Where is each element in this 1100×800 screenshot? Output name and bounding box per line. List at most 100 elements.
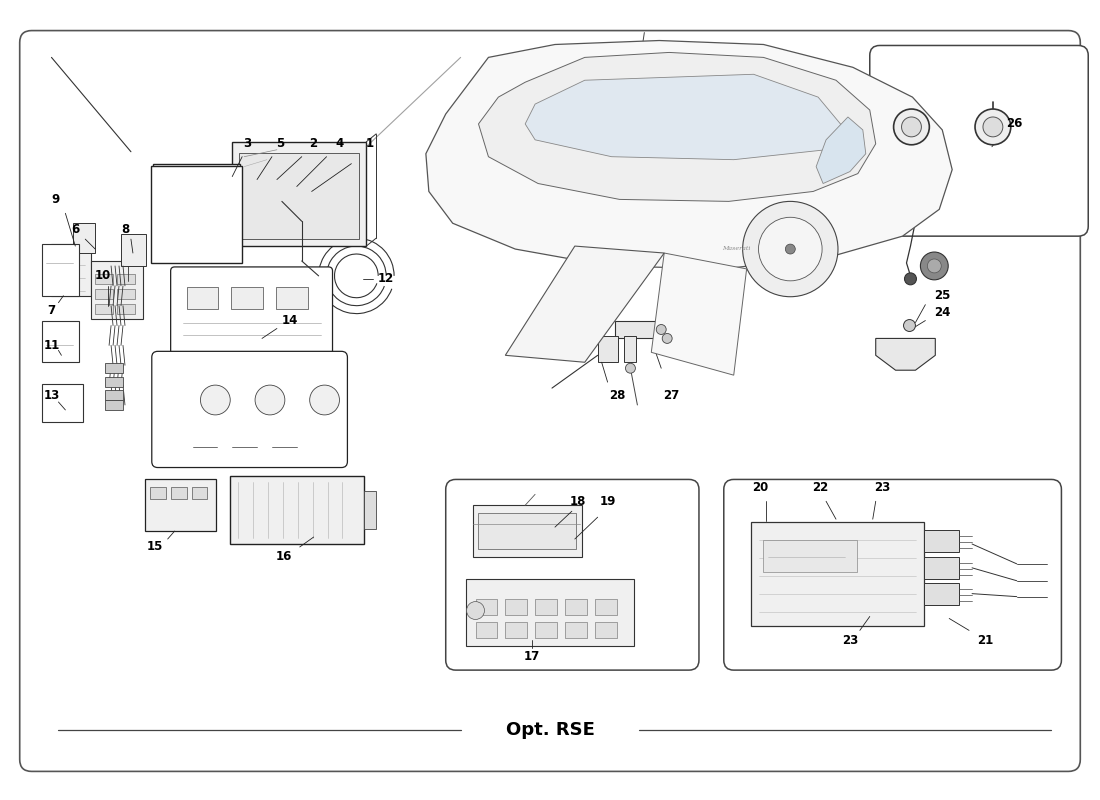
Bar bbox=[230, 477, 364, 544]
Text: 6: 6 bbox=[72, 222, 79, 236]
Bar bbox=[208, 179, 223, 202]
Text: 11: 11 bbox=[43, 339, 59, 352]
Text: 25: 25 bbox=[934, 290, 950, 302]
Bar bbox=[239, 153, 360, 239]
Bar bbox=[565, 598, 586, 614]
Circle shape bbox=[200, 385, 230, 415]
Polygon shape bbox=[505, 246, 664, 362]
Text: 14: 14 bbox=[282, 314, 298, 327]
Circle shape bbox=[893, 109, 930, 145]
Text: 12: 12 bbox=[378, 272, 394, 286]
Bar bbox=[625, 337, 637, 362]
Text: 4: 4 bbox=[336, 138, 343, 150]
Text: 7: 7 bbox=[47, 304, 55, 317]
Bar bbox=[196, 219, 223, 247]
Text: eurospares: eurospares bbox=[160, 440, 285, 460]
Circle shape bbox=[983, 117, 1003, 137]
Bar bbox=[595, 598, 616, 614]
Bar bbox=[465, 578, 635, 646]
Polygon shape bbox=[525, 74, 843, 160]
Text: Maserati: Maserati bbox=[723, 246, 751, 251]
Bar bbox=[164, 179, 179, 202]
Circle shape bbox=[657, 325, 667, 334]
Bar bbox=[96, 274, 113, 284]
Text: Opt. RSE: Opt. RSE bbox=[506, 721, 594, 738]
FancyBboxPatch shape bbox=[870, 46, 1088, 236]
Bar bbox=[535, 598, 557, 614]
Bar bbox=[762, 540, 857, 572]
Bar bbox=[595, 622, 616, 638]
Circle shape bbox=[785, 244, 795, 254]
Bar bbox=[153, 164, 240, 259]
Circle shape bbox=[255, 385, 285, 415]
Bar bbox=[505, 622, 527, 638]
Bar bbox=[615, 321, 676, 338]
Bar bbox=[151, 166, 242, 263]
Bar bbox=[150, 487, 166, 499]
Bar bbox=[276, 286, 308, 309]
Circle shape bbox=[902, 117, 922, 137]
Text: 24: 24 bbox=[934, 306, 950, 319]
FancyBboxPatch shape bbox=[20, 30, 1080, 771]
Circle shape bbox=[616, 99, 652, 135]
Bar bbox=[505, 598, 527, 614]
Text: 1: 1 bbox=[365, 138, 373, 150]
Bar bbox=[106, 377, 123, 387]
Text: 20: 20 bbox=[752, 481, 769, 494]
Text: 8: 8 bbox=[121, 222, 129, 236]
Bar bbox=[478, 514, 575, 549]
Bar bbox=[121, 234, 146, 266]
Text: 26: 26 bbox=[1006, 118, 1023, 130]
Circle shape bbox=[904, 273, 916, 285]
Bar bbox=[186, 224, 200, 244]
Circle shape bbox=[310, 385, 340, 415]
Bar bbox=[196, 177, 223, 204]
Bar bbox=[924, 582, 959, 605]
Bar bbox=[91, 261, 143, 318]
Circle shape bbox=[776, 102, 811, 138]
Circle shape bbox=[466, 602, 484, 619]
FancyBboxPatch shape bbox=[446, 479, 698, 670]
Polygon shape bbox=[478, 53, 876, 202]
Bar bbox=[750, 522, 924, 626]
Circle shape bbox=[921, 252, 948, 280]
Polygon shape bbox=[816, 117, 866, 183]
Bar bbox=[106, 400, 123, 410]
Bar bbox=[161, 177, 188, 204]
Text: 23: 23 bbox=[842, 634, 858, 647]
Polygon shape bbox=[426, 41, 953, 269]
Circle shape bbox=[742, 202, 838, 297]
Text: 10: 10 bbox=[95, 270, 111, 282]
Bar bbox=[597, 337, 617, 362]
Bar bbox=[106, 363, 123, 373]
Bar bbox=[106, 390, 123, 400]
Bar bbox=[191, 487, 208, 499]
Text: 5: 5 bbox=[276, 138, 284, 150]
Text: eurospares: eurospares bbox=[487, 310, 613, 330]
Text: 3: 3 bbox=[243, 138, 251, 150]
Circle shape bbox=[975, 109, 1011, 145]
Bar bbox=[74, 223, 96, 253]
Circle shape bbox=[696, 96, 732, 132]
Text: 15: 15 bbox=[146, 541, 163, 554]
Bar bbox=[164, 224, 178, 244]
Bar bbox=[42, 244, 79, 296]
Bar bbox=[117, 289, 135, 298]
Bar bbox=[364, 491, 376, 529]
Bar bbox=[473, 506, 582, 557]
Text: 13: 13 bbox=[43, 389, 59, 402]
Bar bbox=[42, 384, 84, 422]
Text: 21: 21 bbox=[977, 634, 993, 647]
Bar bbox=[565, 622, 586, 638]
Text: 22: 22 bbox=[812, 481, 828, 494]
Text: eurospares: eurospares bbox=[657, 490, 781, 510]
Circle shape bbox=[927, 259, 942, 273]
Bar bbox=[924, 557, 959, 578]
Bar bbox=[170, 487, 187, 499]
Bar bbox=[924, 530, 959, 552]
Bar bbox=[52, 244, 91, 296]
Bar bbox=[157, 166, 238, 256]
Text: 16: 16 bbox=[276, 550, 292, 563]
Bar bbox=[145, 479, 217, 531]
Bar bbox=[475, 622, 497, 638]
